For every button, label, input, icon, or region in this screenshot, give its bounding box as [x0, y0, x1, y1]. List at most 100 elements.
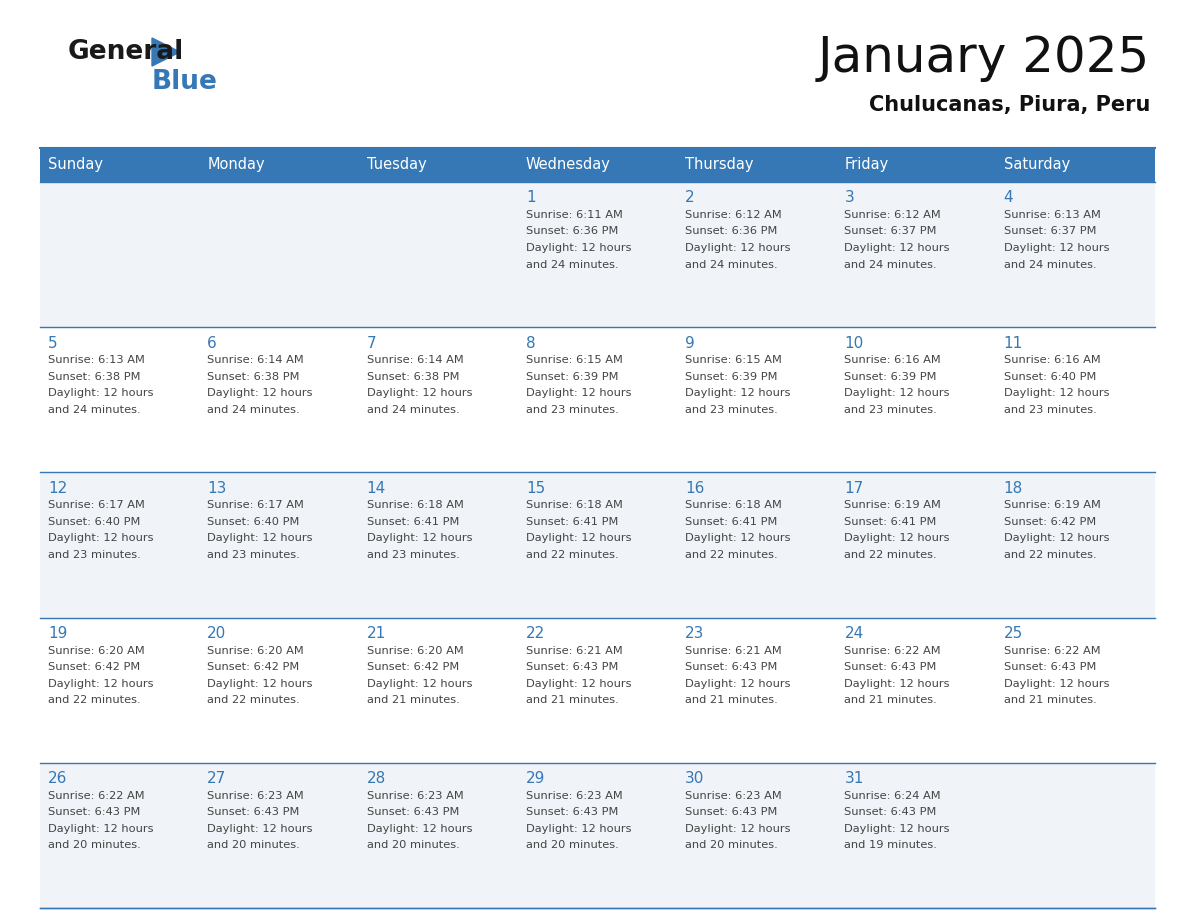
Text: 31: 31 — [845, 771, 864, 787]
Text: Sunset: 6:43 PM: Sunset: 6:43 PM — [845, 662, 937, 672]
Text: Sunset: 6:42 PM: Sunset: 6:42 PM — [1004, 517, 1097, 527]
Text: and 24 minutes.: and 24 minutes. — [1004, 260, 1097, 270]
Text: and 20 minutes.: and 20 minutes. — [526, 840, 619, 850]
Bar — [359, 473, 518, 618]
Text: Sunset: 6:42 PM: Sunset: 6:42 PM — [48, 662, 140, 672]
Text: Daylight: 12 hours: Daylight: 12 hours — [845, 243, 950, 253]
Text: Sunset: 6:36 PM: Sunset: 6:36 PM — [526, 227, 618, 237]
Text: and 22 minutes.: and 22 minutes. — [48, 695, 140, 705]
Text: Sunrise: 6:15 AM: Sunrise: 6:15 AM — [685, 355, 782, 365]
Text: 7: 7 — [367, 336, 377, 351]
Text: Daylight: 12 hours: Daylight: 12 hours — [526, 678, 631, 688]
Text: Daylight: 12 hours: Daylight: 12 hours — [207, 823, 312, 834]
Bar — [836, 148, 996, 182]
Text: Sunset: 6:39 PM: Sunset: 6:39 PM — [685, 372, 778, 382]
Text: Sunrise: 6:11 AM: Sunrise: 6:11 AM — [526, 210, 623, 220]
Text: Sunset: 6:43 PM: Sunset: 6:43 PM — [526, 807, 618, 817]
Text: and 20 minutes.: and 20 minutes. — [48, 840, 140, 850]
Text: Daylight: 12 hours: Daylight: 12 hours — [48, 678, 153, 688]
Text: and 22 minutes.: and 22 minutes. — [207, 695, 299, 705]
Text: Sunrise: 6:16 AM: Sunrise: 6:16 AM — [845, 355, 941, 365]
Text: General: General — [68, 39, 184, 65]
Text: and 23 minutes.: and 23 minutes. — [526, 405, 619, 415]
Text: Sunrise: 6:12 AM: Sunrise: 6:12 AM — [685, 210, 782, 220]
Text: 5: 5 — [48, 336, 58, 351]
Text: Daylight: 12 hours: Daylight: 12 hours — [207, 388, 312, 398]
Text: and 24 minutes.: and 24 minutes. — [207, 405, 299, 415]
Text: Daylight: 12 hours: Daylight: 12 hours — [367, 533, 472, 543]
Bar — [40, 148, 200, 182]
Text: Sunset: 6:43 PM: Sunset: 6:43 PM — [685, 662, 777, 672]
Bar — [518, 763, 677, 908]
Text: Daylight: 12 hours: Daylight: 12 hours — [48, 388, 153, 398]
Text: Sunset: 6:43 PM: Sunset: 6:43 PM — [526, 662, 618, 672]
Text: Sunset: 6:41 PM: Sunset: 6:41 PM — [845, 517, 937, 527]
Text: Sunrise: 6:14 AM: Sunrise: 6:14 AM — [367, 355, 463, 365]
Bar — [836, 473, 996, 618]
Text: Daylight: 12 hours: Daylight: 12 hours — [1004, 678, 1110, 688]
Text: and 20 minutes.: and 20 minutes. — [367, 840, 460, 850]
Text: Sunset: 6:40 PM: Sunset: 6:40 PM — [48, 517, 140, 527]
Text: Sunset: 6:38 PM: Sunset: 6:38 PM — [48, 372, 140, 382]
Text: Sunrise: 6:16 AM: Sunrise: 6:16 AM — [1004, 355, 1100, 365]
Text: Sunrise: 6:18 AM: Sunrise: 6:18 AM — [526, 500, 623, 510]
Text: and 23 minutes.: and 23 minutes. — [207, 550, 301, 560]
Text: Sunset: 6:43 PM: Sunset: 6:43 PM — [367, 807, 459, 817]
Bar — [200, 182, 359, 327]
Bar — [836, 182, 996, 327]
Text: and 24 minutes.: and 24 minutes. — [845, 260, 937, 270]
Text: Sunrise: 6:20 AM: Sunrise: 6:20 AM — [48, 645, 145, 655]
Text: 1: 1 — [526, 191, 536, 206]
Text: Daylight: 12 hours: Daylight: 12 hours — [685, 243, 791, 253]
Text: and 21 minutes.: and 21 minutes. — [367, 695, 460, 705]
Text: Sunset: 6:41 PM: Sunset: 6:41 PM — [367, 517, 459, 527]
Text: 14: 14 — [367, 481, 386, 496]
Bar — [677, 618, 836, 763]
Text: 2: 2 — [685, 191, 695, 206]
Text: Daylight: 12 hours: Daylight: 12 hours — [48, 823, 153, 834]
Text: 10: 10 — [845, 336, 864, 351]
Text: and 24 minutes.: and 24 minutes. — [685, 260, 778, 270]
Text: and 23 minutes.: and 23 minutes. — [845, 405, 937, 415]
Text: Daylight: 12 hours: Daylight: 12 hours — [48, 533, 153, 543]
Text: Sunrise: 6:13 AM: Sunrise: 6:13 AM — [1004, 210, 1100, 220]
Text: Sunrise: 6:19 AM: Sunrise: 6:19 AM — [1004, 500, 1100, 510]
Text: Blue: Blue — [152, 69, 217, 95]
Text: Sunset: 6:43 PM: Sunset: 6:43 PM — [685, 807, 777, 817]
Text: 25: 25 — [1004, 626, 1023, 641]
Text: Sunset: 6:37 PM: Sunset: 6:37 PM — [845, 227, 937, 237]
Text: Chulucanas, Piura, Peru: Chulucanas, Piura, Peru — [868, 95, 1150, 115]
Text: 8: 8 — [526, 336, 536, 351]
Text: Saturday: Saturday — [1004, 158, 1070, 173]
Text: 13: 13 — [207, 481, 227, 496]
Text: and 20 minutes.: and 20 minutes. — [207, 840, 301, 850]
Text: Sunset: 6:39 PM: Sunset: 6:39 PM — [526, 372, 619, 382]
Bar — [359, 763, 518, 908]
Bar — [359, 327, 518, 473]
Text: and 22 minutes.: and 22 minutes. — [1004, 550, 1097, 560]
Bar — [677, 327, 836, 473]
Text: and 22 minutes.: and 22 minutes. — [845, 550, 937, 560]
Text: Sunrise: 6:23 AM: Sunrise: 6:23 AM — [207, 790, 304, 800]
Text: 9: 9 — [685, 336, 695, 351]
Text: Daylight: 12 hours: Daylight: 12 hours — [526, 388, 631, 398]
Bar — [996, 327, 1155, 473]
Bar — [359, 148, 518, 182]
Text: 21: 21 — [367, 626, 386, 641]
Text: Sunrise: 6:15 AM: Sunrise: 6:15 AM — [526, 355, 623, 365]
Text: Sunset: 6:42 PM: Sunset: 6:42 PM — [367, 662, 459, 672]
Bar — [836, 618, 996, 763]
Text: Daylight: 12 hours: Daylight: 12 hours — [685, 823, 791, 834]
Text: 19: 19 — [48, 626, 68, 641]
Text: Tuesday: Tuesday — [367, 158, 426, 173]
Text: 20: 20 — [207, 626, 227, 641]
Text: and 24 minutes.: and 24 minutes. — [367, 405, 460, 415]
Text: and 21 minutes.: and 21 minutes. — [845, 695, 937, 705]
Bar — [200, 148, 359, 182]
Bar — [40, 473, 200, 618]
Text: Sunrise: 6:17 AM: Sunrise: 6:17 AM — [48, 500, 145, 510]
Text: Daylight: 12 hours: Daylight: 12 hours — [526, 823, 631, 834]
Text: 30: 30 — [685, 771, 704, 787]
Text: Sunset: 6:43 PM: Sunset: 6:43 PM — [48, 807, 140, 817]
Text: Sunrise: 6:23 AM: Sunrise: 6:23 AM — [685, 790, 782, 800]
